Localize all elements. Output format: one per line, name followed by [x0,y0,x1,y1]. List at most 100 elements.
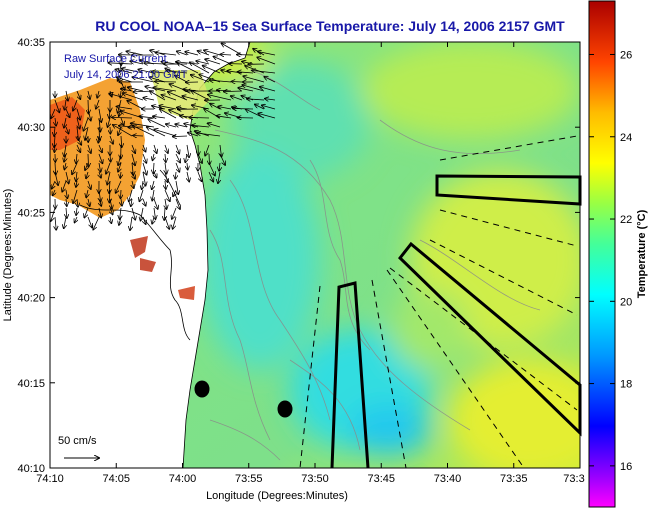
current-vector [143,144,146,152]
current-vector [130,61,144,65]
current-vector [66,90,68,101]
current-vector [139,116,155,118]
colorbar-label: Temperature (°C) [636,209,648,298]
sst-field [50,42,580,468]
current-vector [175,198,180,209]
current-vector [119,216,121,225]
current-vector [99,117,100,132]
current-vector [106,162,111,174]
current-vector [54,135,55,147]
current-vector [64,117,66,128]
current-vector [118,153,121,165]
current-vector [93,216,100,230]
current-vector [131,207,135,220]
current-vector [133,126,155,137]
y-tick-label: 40:15 [17,378,45,390]
colorbar [588,0,616,508]
x-tick-label: 73:55 [235,473,263,485]
current-vector [77,117,80,129]
current-vector [247,99,265,100]
current-vector [132,162,133,175]
current-vector [139,189,144,201]
current-vector [116,180,122,193]
current-vector [173,189,176,196]
current-vector [99,207,101,218]
current-vector [98,135,99,143]
x-axis-label: Longitude (Degrees:Minutes) [206,490,348,502]
colorbar-tick-label: 22 [620,214,632,226]
current-vector [64,216,66,228]
current-vector [66,198,67,206]
current-vector [66,189,67,198]
y-axis-label: Latitude (Degrees:Minutes) [2,189,14,322]
current-vector [121,117,124,125]
current-vector [110,216,111,223]
current-vector [209,153,210,164]
legend-time-label: July 14, 2006 21:00 GMT [64,69,188,81]
buoy-marker [194,380,210,398]
current-vector [76,180,77,187]
current-vector [85,162,88,170]
current-vector [51,207,56,221]
current-vector [164,207,165,220]
current-vector [153,162,154,174]
current-vector [217,116,232,118]
current-vector [109,94,133,101]
current-vector [143,98,155,100]
current-vector [175,144,179,154]
surface-current-vectors [51,43,276,230]
current-vector [54,99,59,112]
current-vector [77,144,80,152]
current-vector [219,153,225,165]
current-vector [142,180,143,189]
current-vector [176,180,178,194]
legend-current-label: Raw Surface Current [64,53,167,65]
current-vector [175,171,176,179]
current-vector [173,136,188,137]
current-vector [142,153,146,163]
current-vector [197,133,221,137]
current-vector [72,162,78,174]
current-vector [219,162,220,171]
current-vector [110,198,112,209]
current-vector [265,99,276,100]
current-vector [148,119,166,128]
current-vector [86,189,88,198]
current-vector [116,107,133,110]
current-vector [133,136,144,137]
current-vector [204,50,221,56]
current-vector [190,62,210,74]
current-vector [87,216,92,227]
x-tick-label: 74:00 [169,473,197,485]
y-tick-label: 40:35 [17,37,45,49]
current-vector [64,162,66,170]
current-vector [64,144,66,157]
current-vector [109,180,110,193]
current-vector [99,198,101,206]
current-vector [65,108,70,117]
colorbar-ticks: 26 24 22 20 18 16 [589,49,632,473]
y-tick-label: 40:10 [17,463,45,475]
current-vector [54,171,58,185]
current-vector [258,113,276,119]
current-vector [154,144,157,153]
current-vector [55,216,56,230]
current-vector [132,77,155,83]
current-vector [153,88,177,92]
current-vector [109,108,110,118]
y-tick-label: 40:25 [17,207,45,219]
current-vector [243,76,265,83]
buoy-marker [277,400,293,418]
current-vector [187,144,189,157]
current-vector [76,108,80,120]
current-vector [120,171,121,178]
current-vector [205,144,210,156]
current-vector [108,63,133,64]
current-vector [208,123,221,128]
current-vector [88,153,89,167]
current-vector [218,171,220,183]
current-vector [164,189,170,201]
current-vector [88,90,90,99]
current-vector [132,171,135,179]
current-vector [165,171,168,182]
